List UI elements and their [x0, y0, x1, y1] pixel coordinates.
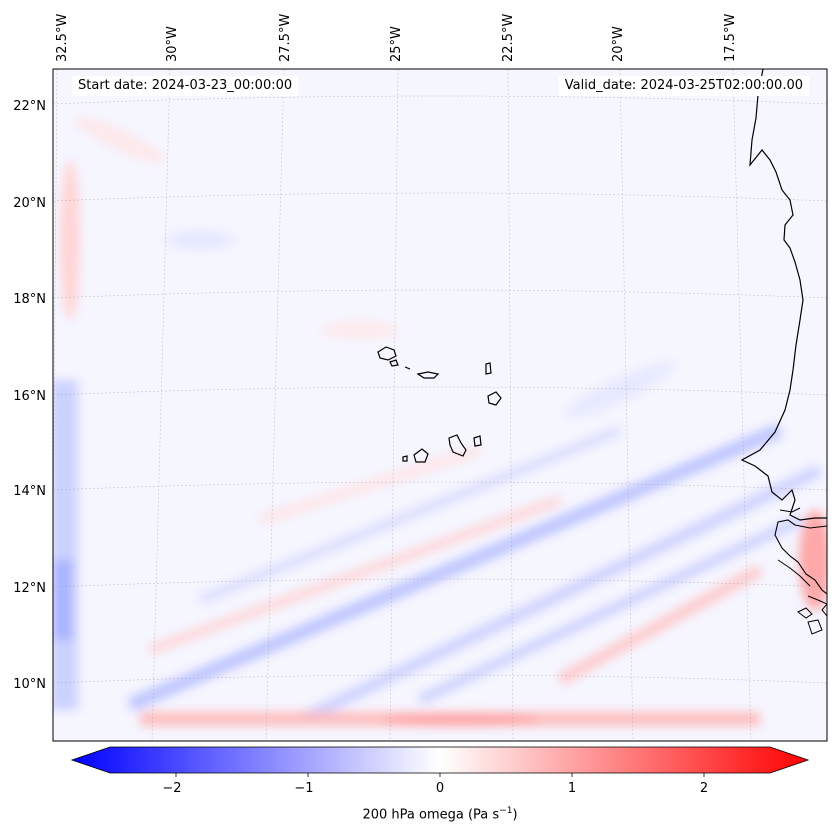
colorbar-label-1: 1 [568, 781, 576, 796]
field-negative-band-3 [417, 515, 803, 705]
valid-date-label: Valid_date: 2024-03-25T02:00:00.00 [558, 76, 809, 96]
island-sao-nicolau [416, 371, 440, 379]
colorbar-tick-labels: −2 −1 0 1 2 [162, 781, 708, 796]
africa-coastline [740, 69, 827, 521]
lon-label-30w: 30°W [165, 26, 180, 62]
field-coast-positive-patch [799, 510, 827, 610]
meridian-27-5w [265, 69, 285, 741]
lat-label-20n: 20°N [13, 196, 46, 211]
island-santa-luzia [404, 366, 411, 370]
colorbar-ticks [175, 773, 705, 777]
lon-label-17-5w: 17.5°W [723, 14, 738, 62]
island-fogo [413, 448, 429, 463]
field-patch-d [320, 321, 400, 339]
colorbar-body [70, 746, 810, 774]
africa-coastline-south [774, 519, 827, 595]
start-date-label: Start date: 2024-03-23_00:00:00 [72, 76, 299, 96]
lat-label-12n: 12°N [13, 581, 46, 596]
field-negative-band-1 [127, 423, 783, 712]
map-background [53, 69, 827, 741]
field-positive-band-2 [557, 564, 763, 686]
colorbar-units-exponent: −1 [499, 806, 513, 816]
field-positive-band-3 [258, 445, 482, 525]
field-negative-band-4 [198, 425, 622, 605]
lon-label-32-5w: 32.5°W [55, 14, 70, 62]
coast-inlet-detail [777, 507, 827, 605]
lat-label-16n: 16°N [13, 389, 46, 404]
map-frame [52, 68, 828, 742]
island-sal [485, 362, 492, 375]
colorbar-units: Pa s [473, 807, 500, 823]
cape-verde-islands [377, 346, 502, 463]
colorbar-label-0: 0 [436, 781, 444, 796]
longitude-labels: 32.5°W 30°W 27.5°W 25°W 22.5°W 20°W 17.5… [55, 14, 738, 62]
island-brava [402, 455, 408, 462]
lat-label-22n: 22°N [13, 99, 46, 114]
lon-label-25w: 25°W [389, 26, 404, 62]
field-patch-a [74, 117, 166, 163]
guinea-bissau-islands [797, 603, 827, 635]
colorbar-label-minus-2: −2 [162, 781, 181, 796]
colorbar-label-minus-1: −1 [294, 781, 313, 796]
field-bottom-positive-core [380, 714, 540, 726]
meridian-32-5w [53, 69, 58, 551]
colorbar-variable: 200 hPa omega [362, 807, 464, 823]
field-patch-b [165, 231, 235, 249]
island-santiago [448, 434, 467, 457]
lon-label-20w: 20°W [611, 26, 626, 62]
graticule [53, 69, 827, 741]
colorbar-label-2: 2 [700, 781, 708, 796]
field-left-positive-patch [60, 160, 80, 320]
lat-label-10n: 10°N [13, 677, 46, 692]
field-left-negative-column-core [54, 560, 72, 640]
field-patch-c [565, 362, 675, 418]
colorbar-title: 200 hPa omega (Pa s−1) [362, 806, 518, 823]
field-negative-band-2 [297, 464, 823, 726]
meridian-30w [151, 69, 171, 741]
island-sao-vicente [389, 359, 399, 367]
field-left-negative-column [53, 380, 78, 710]
field-positive-band-1 [148, 495, 562, 655]
meridian-22-5w [507, 69, 514, 741]
meridian-25w [389, 69, 399, 741]
island-santo-antao [377, 346, 397, 361]
island-boa-vista [487, 391, 502, 406]
colorbar: −2 −1 0 1 2 [70, 746, 810, 796]
lon-label-27-5w: 27.5°W [278, 14, 293, 62]
island-maio [473, 435, 482, 447]
lat-label-14n: 14°N [13, 484, 46, 499]
lon-label-22-5w: 22.5°W [501, 14, 516, 62]
meridian-20w [619, 69, 634, 741]
omega-field [53, 69, 827, 741]
meridian-17-5w [732, 69, 752, 741]
latitude-labels: 22°N 20°N 18°N 16°N 14°N 12°N 10°N [13, 99, 46, 692]
lat-label-18n: 18°N [13, 292, 46, 307]
